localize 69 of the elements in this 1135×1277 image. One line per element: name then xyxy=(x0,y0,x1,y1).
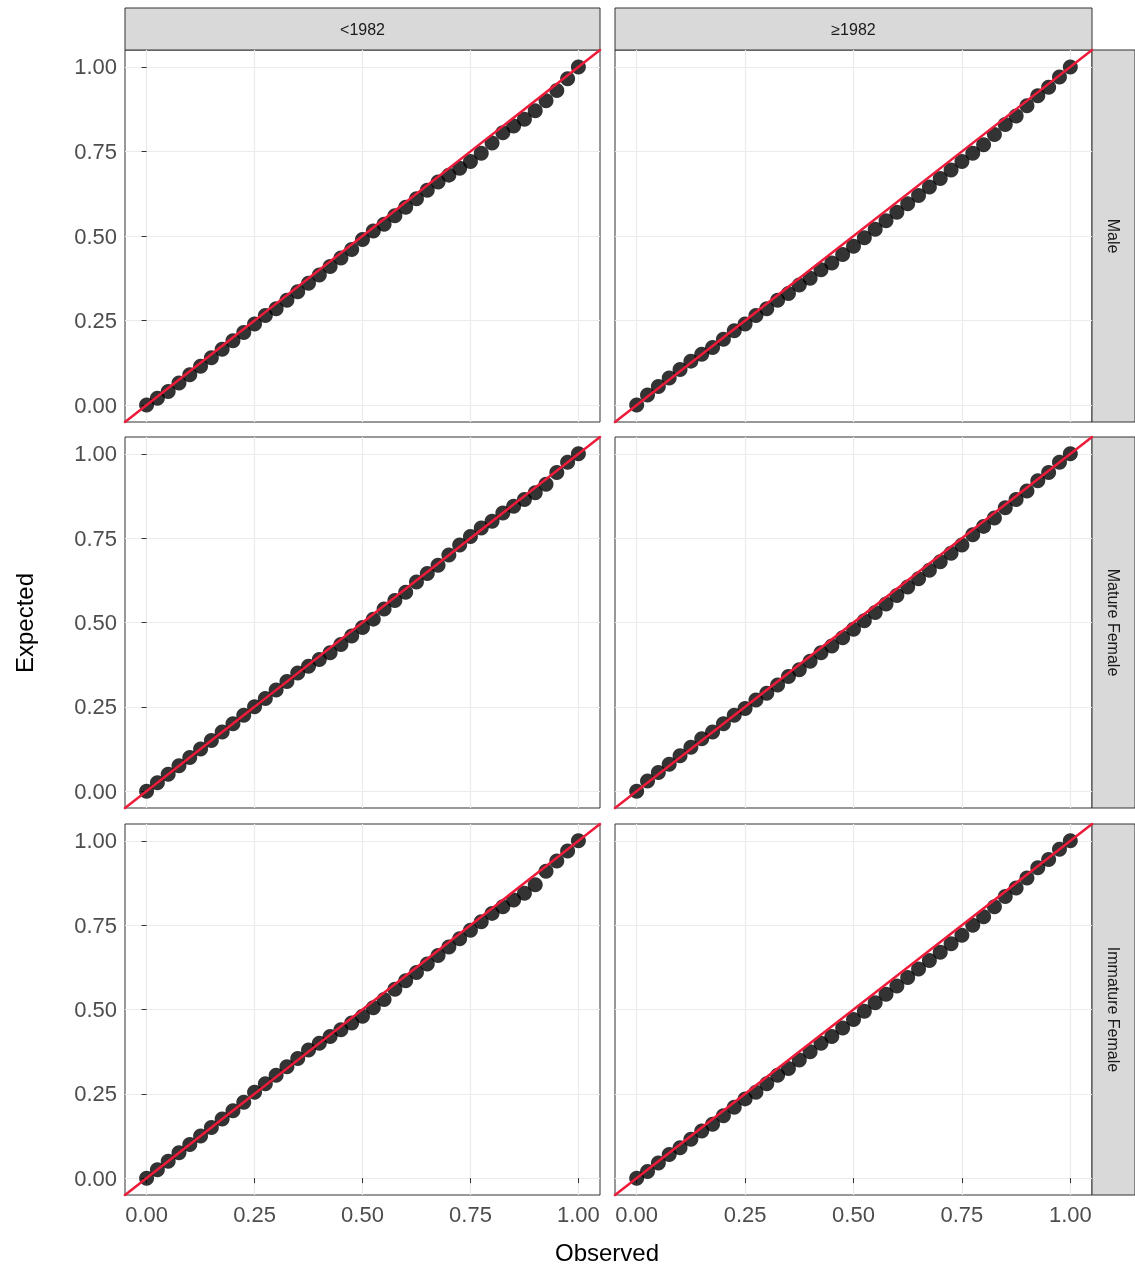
chart-title: <1982 xyxy=(340,20,386,38)
y-tick-label: 0.50 xyxy=(74,223,117,249)
y-tick-label: 0.00 xyxy=(74,392,117,418)
x-tick-label: 0.25 xyxy=(723,1201,767,1227)
y-tick-label: 0.75 xyxy=(74,912,117,938)
x-tick-label: 0.75 xyxy=(940,1201,984,1227)
y-tick-label: 0.00 xyxy=(74,1165,117,1191)
point xyxy=(889,978,905,994)
y-tick-label: 1.00 xyxy=(74,54,117,80)
point xyxy=(900,196,916,212)
y-tick-label: 0.50 xyxy=(74,610,117,635)
point xyxy=(954,927,970,943)
point xyxy=(878,213,894,229)
point xyxy=(921,179,937,195)
point xyxy=(538,93,554,109)
y-axis-title: Expected xyxy=(11,572,39,673)
text: Male xyxy=(1105,218,1122,254)
point xyxy=(516,885,532,901)
y-tick-label: 0.75 xyxy=(74,138,117,164)
point xyxy=(846,238,861,254)
x-tick-label: 0.50 xyxy=(832,1201,875,1227)
x-tick-label: 0.75 xyxy=(449,1201,492,1227)
point xyxy=(527,103,543,119)
x-axis-title: Observed xyxy=(554,1239,660,1267)
point xyxy=(900,969,916,985)
y-tick-label: 0.25 xyxy=(74,308,117,334)
y-tick-label: 1.00 xyxy=(74,441,117,467)
point xyxy=(824,1028,840,1044)
point xyxy=(824,255,840,271)
point xyxy=(932,944,948,960)
y-tick-label: 0.75 xyxy=(74,525,117,551)
text: Immature Female xyxy=(1105,946,1122,1073)
point xyxy=(484,135,500,151)
point xyxy=(867,995,883,1011)
point xyxy=(878,986,894,1002)
point xyxy=(911,961,927,977)
y-tick-label: 0.25 xyxy=(74,694,117,720)
point xyxy=(921,953,937,969)
point xyxy=(835,1020,851,1036)
point xyxy=(943,936,959,952)
x-tick-label: 1.00 xyxy=(1048,1201,1092,1227)
point xyxy=(462,154,478,170)
y-tick-label: 0.00 xyxy=(74,778,117,804)
point xyxy=(889,204,905,220)
y-tick-label: 1.00 xyxy=(74,828,117,854)
point xyxy=(986,127,1002,143)
y-tick-label: 0.50 xyxy=(74,997,117,1022)
point xyxy=(943,162,959,178)
y-tick-label: 0.25 xyxy=(74,1081,117,1107)
point xyxy=(976,137,992,153)
point xyxy=(954,154,970,170)
point xyxy=(867,221,883,237)
point xyxy=(473,145,489,161)
chart-title: ≥1982 xyxy=(831,20,876,38)
x-tick-label: 1.00 xyxy=(557,1201,600,1227)
x-tick-label: 0.50 xyxy=(341,1201,384,1227)
point xyxy=(835,247,851,263)
point xyxy=(516,111,532,127)
point xyxy=(846,1012,861,1028)
point xyxy=(856,230,872,246)
x-tick-label: 0.25 xyxy=(233,1201,276,1227)
x-tick-label: 0.00 xyxy=(615,1201,659,1227)
x-tick-label: 0.00 xyxy=(125,1201,168,1227)
point xyxy=(527,877,543,893)
point xyxy=(965,145,981,161)
text: Mature Female xyxy=(1105,568,1122,677)
point xyxy=(856,1003,872,1019)
point xyxy=(932,171,948,186)
point xyxy=(911,187,927,203)
